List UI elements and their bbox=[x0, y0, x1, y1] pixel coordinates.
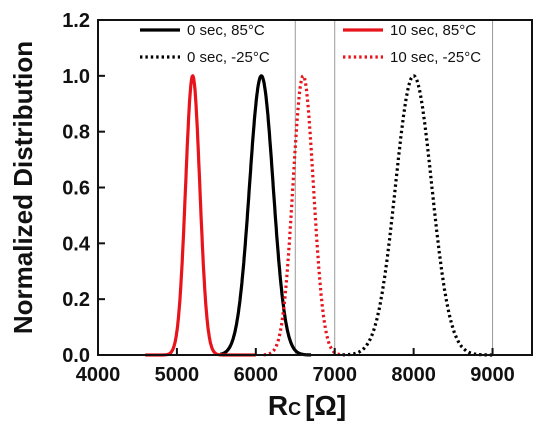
legend-label-2: 10 sec, 85°C bbox=[390, 22, 476, 39]
x-tick-label: 6000 bbox=[234, 364, 279, 386]
y-axis-title: Normalized Distribution bbox=[8, 41, 38, 334]
y-tick-label: 0.4 bbox=[62, 233, 91, 255]
legend-label-3: 0 sec, -25°C bbox=[187, 49, 270, 66]
series-layer bbox=[144, 74, 494, 357]
x-tick-label: 7000 bbox=[312, 364, 357, 386]
x-tick-label: 4000 bbox=[76, 364, 121, 386]
series-line-3 bbox=[341, 74, 494, 357]
y-tick-label: 0.6 bbox=[62, 178, 90, 200]
x-axis-title-sub: C bbox=[288, 399, 301, 419]
legend: 0 sec, 85°C 10 sec, 85°C 0 sec, -25°C 10 se… bbox=[140, 22, 481, 66]
x-tick-label: 9000 bbox=[470, 364, 515, 386]
legend-label-4: 10 sec, -25°C bbox=[390, 49, 481, 66]
y-tick-label: 0.8 bbox=[62, 122, 90, 144]
axis-ticks: 4000 5000 6000 7000 8000 9000 0.0 0.2 0.4 0.6 0.8 1… bbox=[62, 10, 515, 386]
x-axis-title-main: R bbox=[268, 390, 288, 421]
y-tick-label: 0.2 bbox=[62, 289, 90, 311]
series-line-4 bbox=[262, 74, 344, 357]
x-tick-label: 8000 bbox=[391, 364, 436, 386]
y-tick-label: 1.0 bbox=[62, 66, 90, 88]
x-tick-label: 5000 bbox=[155, 364, 200, 386]
x-axis-title: RC [Ω] bbox=[268, 390, 346, 421]
series-line-1 bbox=[219, 74, 313, 357]
y-tick-label: 0.0 bbox=[62, 345, 90, 367]
x-axis-title-unit: [Ω] bbox=[305, 390, 346, 421]
y-tick-label: 1.2 bbox=[62, 10, 90, 32]
reference-lines bbox=[294, 20, 494, 355]
legend-label-1: 0 sec, 85°C bbox=[187, 22, 265, 39]
